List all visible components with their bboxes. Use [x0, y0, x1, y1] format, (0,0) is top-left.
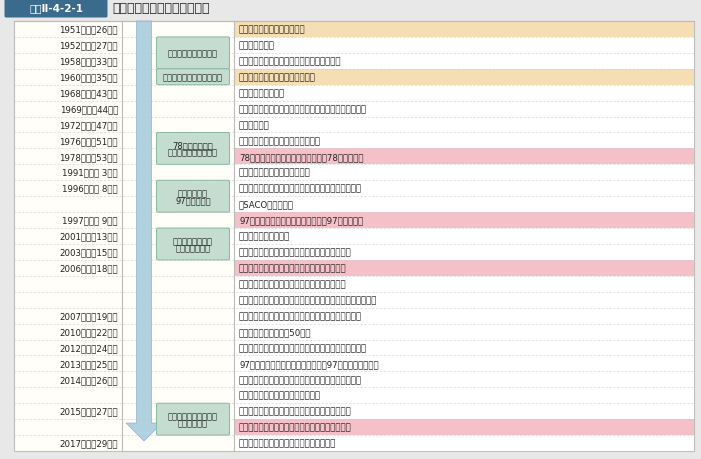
Text: 78指針の策定と: 78指針の策定と: [172, 141, 213, 150]
Text: 1997（平成 9）年: 1997（平成 9）年: [62, 216, 118, 225]
Bar: [234, 308, 694, 324]
Text: （日米防衛協力小委員会設置合意）: （日米防衛協力小委員会設置合意）: [239, 137, 321, 146]
Bar: [234, 356, 694, 372]
Bar: [234, 101, 694, 118]
Polygon shape: [126, 22, 162, 441]
Text: 2001（平成13）年: 2001（平成13）年: [60, 232, 118, 241]
Bar: [234, 22, 694, 38]
Text: 新「日米防衛協力のための指針」（新指針）策定: 新「日米防衛協力のための指針」（新指針）策定: [239, 423, 352, 431]
Text: （沖縄復帰）: （沖縄復帰）: [239, 121, 270, 130]
Bar: [234, 54, 694, 70]
Text: 「世界の中の日米同盟」（小泉・ブッシュ会談）: 「世界の中の日米同盟」（小泉・ブッシュ会談）: [239, 248, 352, 257]
Text: （旧ソ連の崩壊、冷戦の終結）: （旧ソ連の崩壊、冷戦の終結）: [239, 168, 311, 178]
Text: 1969（昭和44）年: 1969（昭和44）年: [60, 105, 118, 114]
Bar: [234, 387, 694, 403]
Text: 1952（昭和27）年: 1952（昭和27）年: [60, 41, 118, 50]
Bar: [234, 118, 694, 133]
Text: 「日米安全保障共同宣言」（橋本・クリントン会談）: 「日米安全保障共同宣言」（橋本・クリントン会談）: [239, 185, 362, 193]
Text: 新たな安全保障環境と: 新たな安全保障環境と: [168, 411, 218, 420]
Text: 1978（昭和53）年: 1978（昭和53）年: [60, 152, 118, 162]
Text: 2012（平成24）年: 2012（平成24）年: [60, 343, 118, 352]
Text: 以降の日米関係: 以降の日米関係: [175, 243, 210, 252]
Text: 日米安全保障条約締結50周年: 日米安全保障条約締結50周年: [239, 327, 311, 336]
FancyBboxPatch shape: [156, 70, 229, 85]
Text: 「アジア太平洋及びこれを越えた地域の未来を形作る: 「アジア太平洋及びこれを越えた地域の未来を形作る: [239, 375, 362, 384]
Text: 「日米共同ビジョン声明」（安倍・オバマ会談）: 「日米共同ビジョン声明」（安倍・オバマ会談）: [239, 407, 352, 416]
Bar: [234, 85, 694, 101]
Text: 「新世紀の日米同盟」（小泉・ブッシュ会談）: 「新世紀の日米同盟」（小泉・ブッシュ会談）: [239, 280, 346, 289]
Text: 新指針の策定: 新指針の策定: [178, 418, 208, 427]
Bar: [234, 149, 694, 165]
Bar: [234, 435, 694, 451]
Text: 「同条約」発効: 「同条約」発効: [239, 41, 275, 50]
Bar: [234, 229, 694, 245]
Text: 1972（昭和47）年: 1972（昭和47）年: [60, 121, 118, 130]
Text: 97指針の策定: 97指針の策定: [175, 196, 211, 205]
FancyBboxPatch shape: [156, 133, 229, 165]
Bar: [234, 181, 694, 197]
Bar: [234, 245, 694, 260]
Text: 1968（昭和43）年: 1968（昭和43）年: [60, 89, 118, 98]
Bar: [234, 213, 694, 229]
FancyBboxPatch shape: [4, 0, 107, 18]
Bar: [234, 38, 694, 54]
Text: 2010（平成22）年: 2010（平成22）年: [60, 327, 118, 336]
Bar: [234, 165, 694, 181]
Text: 1996（平成 8）年: 1996（平成 8）年: [62, 185, 118, 193]
Text: 2007（平成19）年: 2007（平成19）年: [60, 312, 118, 320]
Text: 1958（昭和33）年: 1958（昭和33）年: [60, 57, 118, 66]
Text: 旧「日米安全保障条約」承認: 旧「日米安全保障条約」承認: [239, 25, 306, 34]
Text: 日米同盟にかかわる主な経緒: 日米同盟にかかわる主な経緒: [112, 2, 210, 15]
Text: 米国同時多発テロ: 米国同時多発テロ: [173, 236, 213, 246]
FancyBboxPatch shape: [156, 229, 229, 260]
FancyBboxPatch shape: [156, 403, 229, 435]
Text: 安保改定と新日米安保条約: 安保改定と新日米安保条約: [163, 73, 223, 82]
Bar: [234, 197, 694, 213]
Text: 「日米共同声明」（安倍・トランプ会談）: 「日米共同声明」（安倍・トランプ会談）: [239, 439, 336, 448]
Bar: [234, 419, 694, 435]
Text: 日本と米国」（安倍・オバマ会談）: 日本と米国」（安倍・オバマ会談）: [239, 391, 321, 400]
FancyBboxPatch shape: [156, 38, 229, 70]
Bar: [234, 292, 694, 308]
Bar: [234, 260, 694, 276]
Text: 2006（平成18）年: 2006（平成18）年: [60, 264, 118, 273]
Text: 1976（昭和51）年: 1976（昭和51）年: [60, 137, 118, 146]
Bar: [234, 70, 694, 85]
Bar: [234, 276, 694, 292]
Text: 97「日米防衛協力のための指針」（97指針）策定: 97「日米防衛協力のための指針」（97指針）策定: [239, 216, 363, 225]
Text: 拡大する日米防衛協力: 拡大する日米防衛協力: [168, 148, 218, 157]
FancyBboxPatch shape: [156, 181, 229, 213]
Text: 「再編の実施のための日米ロードマップ」策定: 「再編の実施のための日米ロードマップ」策定: [239, 264, 346, 273]
Text: 2014（平成26）年: 2014（平成26）年: [60, 375, 118, 384]
Bar: [234, 372, 694, 387]
Text: 「SACO最終報告」: 「SACO最終報告」: [239, 200, 294, 209]
Text: （米国同時多発テロ）: （米国同時多発テロ）: [239, 232, 290, 241]
Text: 2003（平成15）年: 2003（平成15）年: [60, 248, 118, 257]
Text: 1951（昭和26）年: 1951（昭和26）年: [60, 25, 118, 34]
Text: 78「日米防衛協力のための指針」（78指針）策定: 78「日米防衛協力のための指針」（78指針）策定: [239, 152, 364, 162]
Text: 「かけがえのない日米同盟」（安倍・ブッシュ会談）: 「かけがえのない日米同盟」（安倍・ブッシュ会談）: [239, 312, 362, 320]
Bar: [234, 324, 694, 340]
Bar: [234, 403, 694, 419]
Text: （小笠原諸島復帰）: （小笠原諸島復帰）: [239, 89, 285, 98]
Text: 「日米安全保障条約」承認・発効: 「日米安全保障条約」承認・発効: [239, 73, 316, 82]
Text: 1960（昭和35）年: 1960（昭和35）年: [60, 73, 118, 82]
Text: 旧日米安保条約の時代: 旧日米安保条約の時代: [168, 49, 218, 58]
Text: 2017（平成29）年: 2017（平成29）年: [60, 439, 118, 448]
Text: 図表Ⅱ-4-2-1: 図表Ⅱ-4-2-1: [29, 4, 83, 13]
Text: 1991（平成 3）年: 1991（平成 3）年: [62, 168, 118, 178]
Text: 「世界とアジアのための日米同盟」（安倍・ブッシュ会談）: 「世界とアジアのための日米同盟」（安倍・ブッシュ会談）: [239, 296, 377, 304]
Text: 97「日米防衛協力のための指針」（97指針）見直し合意: 97「日米防衛協力のための指針」（97指針）見直し合意: [239, 359, 379, 368]
Text: 佐藤・ニクソン会談（安保条約継続、沖縄施政権返還）: 佐藤・ニクソン会談（安保条約継続、沖縄施政権返還）: [239, 105, 367, 114]
Bar: [234, 133, 694, 149]
Text: 2013（平成25）年: 2013（平成25）年: [60, 359, 118, 368]
Text: 藤山・ダレス会談（日米安保条約改定同意）: 藤山・ダレス会談（日米安保条約改定同意）: [239, 57, 341, 66]
Bar: [234, 340, 694, 356]
Text: 「未来に向けた共通のビジョン」（野田・オバマ会談）: 「未来に向けた共通のビジョン」（野田・オバマ会談）: [239, 343, 367, 352]
Text: 冷戦の終結と: 冷戦の終結と: [178, 189, 208, 198]
Text: 2015（平成27）年: 2015（平成27）年: [60, 407, 118, 416]
